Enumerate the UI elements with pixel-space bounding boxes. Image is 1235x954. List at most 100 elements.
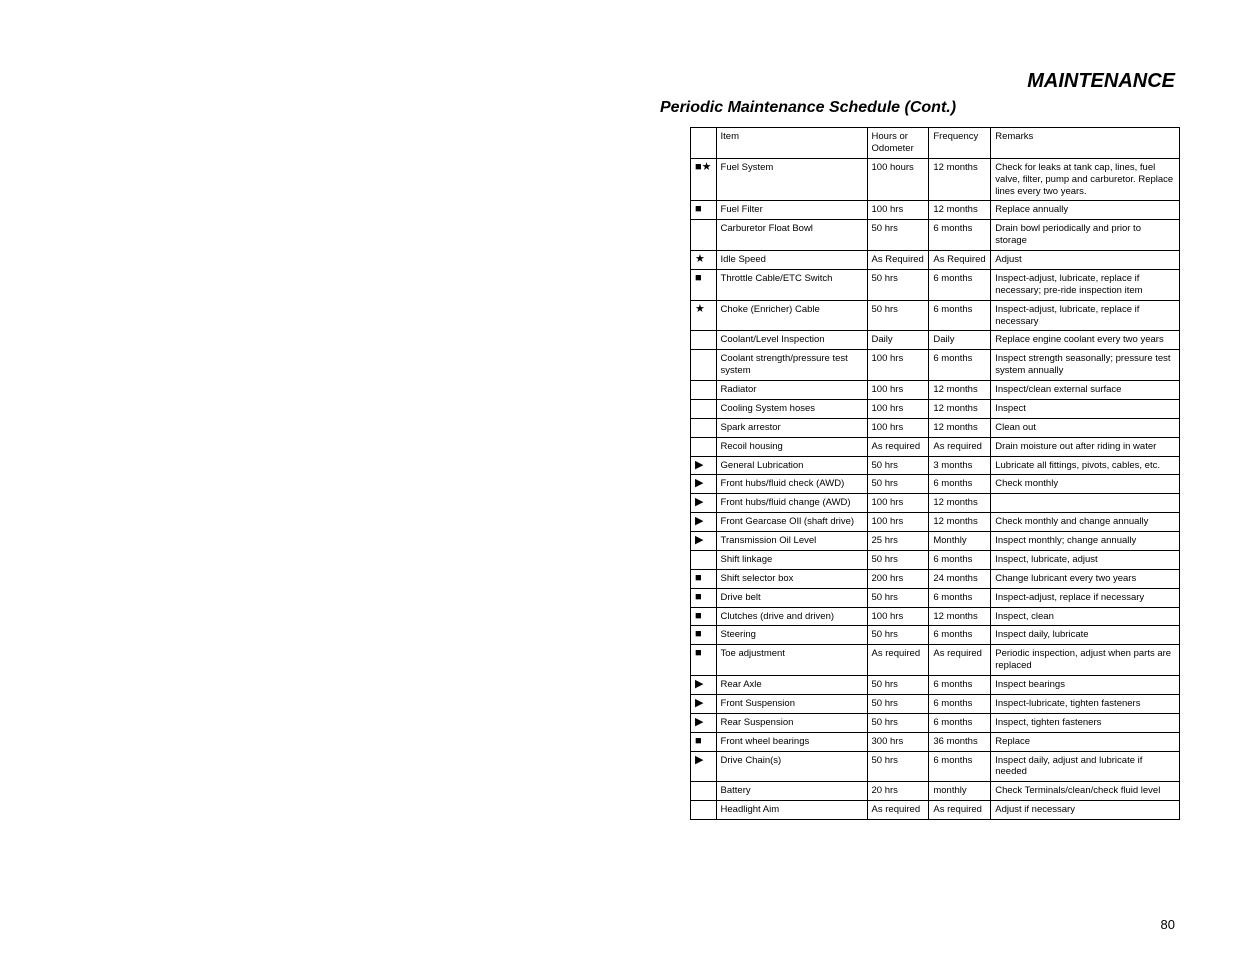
table-row: Cooling System hoses100 hrs12 monthsInsp… <box>691 399 1180 418</box>
row-symbol: ■ <box>691 569 717 588</box>
row-remarks: Inspect bearings <box>991 676 1180 695</box>
table-row: ■Toe adjustmentAs requiredAs requiredPer… <box>691 645 1180 676</box>
row-frequency: 6 months <box>929 269 991 300</box>
table-row: ▶Rear Suspension50 hrs6 monthsInspect, t… <box>691 713 1180 732</box>
row-frequency: monthly <box>929 782 991 801</box>
row-item: Choke (Enricher) Cable <box>716 300 867 331</box>
row-symbol: ▶ <box>691 694 717 713</box>
row-symbol: ▶ <box>691 513 717 532</box>
row-frequency: 6 months <box>929 713 991 732</box>
row-remarks: Inspect, tighten fasteners <box>991 713 1180 732</box>
row-item: Toe adjustment <box>716 645 867 676</box>
row-item: Rear Axle <box>716 676 867 695</box>
row-symbol <box>691 399 717 418</box>
row-remarks: Inspect-adjust, replace if necessary <box>991 588 1180 607</box>
row-item: Front Suspension <box>716 694 867 713</box>
row-item: Cooling System hoses <box>716 399 867 418</box>
row-remarks: Periodic inspection, adjust when parts a… <box>991 645 1180 676</box>
col-remarks: Remarks <box>991 128 1180 159</box>
row-hours: 100 hrs <box>867 381 929 400</box>
table-row: ■Throttle Cable/ETC Switch50 hrs6 months… <box>691 269 1180 300</box>
row-item: Drive Chain(s) <box>716 751 867 782</box>
row-frequency: 3 months <box>929 456 991 475</box>
row-frequency: 6 months <box>929 550 991 569</box>
table-row: ▶Front Suspension50 hrs6 monthsInspect-l… <box>691 694 1180 713</box>
row-symbol: ▶ <box>691 532 717 551</box>
row-remarks: Inspect, clean <box>991 607 1180 626</box>
row-item: Rear Suspension <box>716 713 867 732</box>
row-remarks: Drain moisture out after riding in water <box>991 437 1180 456</box>
table-row: ★Idle SpeedAs RequiredAs RequiredAdjust <box>691 251 1180 270</box>
table-row: Battery20 hrsmonthlyCheck Terminals/clea… <box>691 782 1180 801</box>
page: MAINTENANCE Periodic Maintenance Schedul… <box>0 0 1235 954</box>
row-remarks: Inspect daily, lubricate <box>991 626 1180 645</box>
row-remarks: Replace engine coolant every two years <box>991 331 1180 350</box>
row-item: Radiator <box>716 381 867 400</box>
row-item: Shift selector box <box>716 569 867 588</box>
row-symbol <box>691 437 717 456</box>
row-symbol: ■ <box>691 645 717 676</box>
row-remarks: Check monthly <box>991 475 1180 494</box>
row-hours: 50 hrs <box>867 676 929 695</box>
row-frequency: As required <box>929 801 991 820</box>
row-hours: 50 hrs <box>867 269 929 300</box>
row-hours: 50 hrs <box>867 694 929 713</box>
row-frequency: 6 months <box>929 350 991 381</box>
row-frequency: 12 months <box>929 513 991 532</box>
row-remarks: Inspect daily, adjust and lubricate if n… <box>991 751 1180 782</box>
col-symbol <box>691 128 717 159</box>
row-symbol: ▶ <box>691 494 717 513</box>
row-remarks: Inspect-adjust, lubricate, replace if ne… <box>991 269 1180 300</box>
row-frequency: 12 months <box>929 158 991 201</box>
row-frequency: 12 months <box>929 494 991 513</box>
row-item: Spark arrestor <box>716 418 867 437</box>
col-hours: Hours or Odometer <box>867 128 929 159</box>
table-row: Shift linkage50 hrs6 monthsInspect, lubr… <box>691 550 1180 569</box>
row-frequency: 6 months <box>929 626 991 645</box>
row-symbol: ★ <box>691 300 717 331</box>
row-symbol: ▶ <box>691 475 717 494</box>
table-row: ■Front wheel bearings300 hrs36 monthsRep… <box>691 732 1180 751</box>
table-row: ▶General Lubrication50 hrs3 monthsLubric… <box>691 456 1180 475</box>
row-frequency: 12 months <box>929 399 991 418</box>
table-row: Coolant strength/pressure test system100… <box>691 350 1180 381</box>
table-row: Headlight AimAs requiredAs requiredAdjus… <box>691 801 1180 820</box>
row-symbol: ▶ <box>691 751 717 782</box>
row-hours: As Required <box>867 251 929 270</box>
row-frequency: Monthly <box>929 532 991 551</box>
col-item: Item <box>716 128 867 159</box>
row-symbol: ■ <box>691 588 717 607</box>
row-remarks: Drain bowl periodically and prior to sto… <box>991 220 1180 251</box>
maintenance-table: Item Hours or Odometer Frequency Remarks… <box>690 127 1180 820</box>
row-frequency: 6 months <box>929 300 991 331</box>
row-remarks: Inspect <box>991 399 1180 418</box>
row-frequency: 6 months <box>929 220 991 251</box>
row-item: Recoil housing <box>716 437 867 456</box>
row-hours: 50 hrs <box>867 220 929 251</box>
row-hours: Daily <box>867 331 929 350</box>
row-hours: 100 hrs <box>867 513 929 532</box>
row-frequency: 12 months <box>929 607 991 626</box>
row-item: Front Gearcase OIl (shaft drive) <box>716 513 867 532</box>
row-item: Steering <box>716 626 867 645</box>
row-hours: 100 hrs <box>867 201 929 220</box>
table-row: ■Shift selector box200 hrs24 monthsChang… <box>691 569 1180 588</box>
row-hours: As required <box>867 437 929 456</box>
row-symbol <box>691 331 717 350</box>
row-item: Coolant strength/pressure test system <box>716 350 867 381</box>
row-symbol: ▶ <box>691 456 717 475</box>
row-symbol <box>691 550 717 569</box>
row-frequency: 6 months <box>929 588 991 607</box>
row-hours: 100 hrs <box>867 418 929 437</box>
row-item: Battery <box>716 782 867 801</box>
table-row: Recoil housingAs requiredAs requiredDrai… <box>691 437 1180 456</box>
row-frequency: 6 months <box>929 751 991 782</box>
row-frequency: 6 months <box>929 694 991 713</box>
row-item: Throttle Cable/ETC Switch <box>716 269 867 300</box>
row-item: General Lubrication <box>716 456 867 475</box>
page-number: 80 <box>1161 917 1175 932</box>
row-frequency: 36 months <box>929 732 991 751</box>
row-symbol: ■ <box>691 269 717 300</box>
table-row: Coolant/Level InspectionDailyDailyReplac… <box>691 331 1180 350</box>
row-frequency: 6 months <box>929 676 991 695</box>
